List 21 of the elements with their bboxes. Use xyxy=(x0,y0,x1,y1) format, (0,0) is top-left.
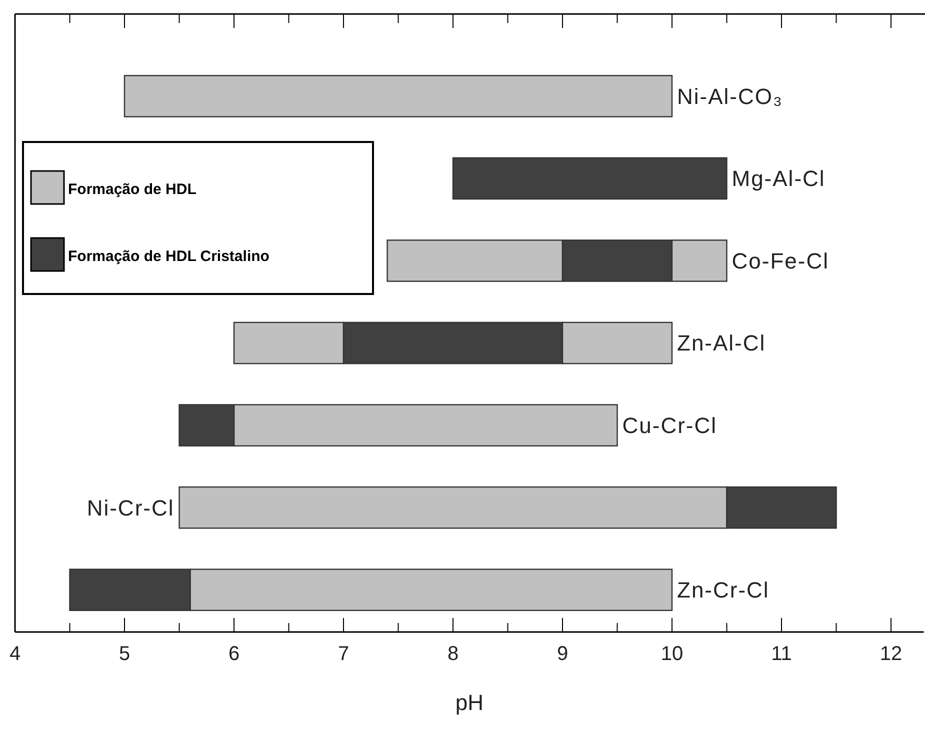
x-tick-label: 9 xyxy=(556,643,568,666)
x-axis-title: pH xyxy=(455,690,484,715)
legend-label: Formação de HDL Cristalino xyxy=(68,248,270,265)
y-tick-label: Ni-Al-CO₃ xyxy=(677,84,783,109)
y-tick-label: Co-Fe-Cl xyxy=(732,248,829,274)
bar xyxy=(124,74,673,118)
x-tick-label: 11 xyxy=(771,643,792,666)
x-tick-label: 4 xyxy=(9,643,21,666)
x-tick-label: 5 xyxy=(118,643,130,666)
y-tick-label: Zn-Al-Cl xyxy=(677,330,766,356)
y-tick-label: Ni-Cr-Cl xyxy=(86,495,174,520)
x-tick-label: 6 xyxy=(228,643,240,666)
y-tick-label: Mg-Al-Cl xyxy=(732,166,826,192)
legend-label: Formação de HDL xyxy=(68,181,196,198)
x-tick-label: 7 xyxy=(338,643,350,666)
y-tick-label: Zn-Cr-Cl xyxy=(677,578,770,603)
x-tick-label: 8 xyxy=(447,643,459,666)
bar xyxy=(452,157,728,200)
x-tick-label: 12 xyxy=(880,643,902,666)
x-tick-label: 10 xyxy=(660,643,684,666)
y-tick-label: Cu-Cr-Cl xyxy=(622,412,718,438)
